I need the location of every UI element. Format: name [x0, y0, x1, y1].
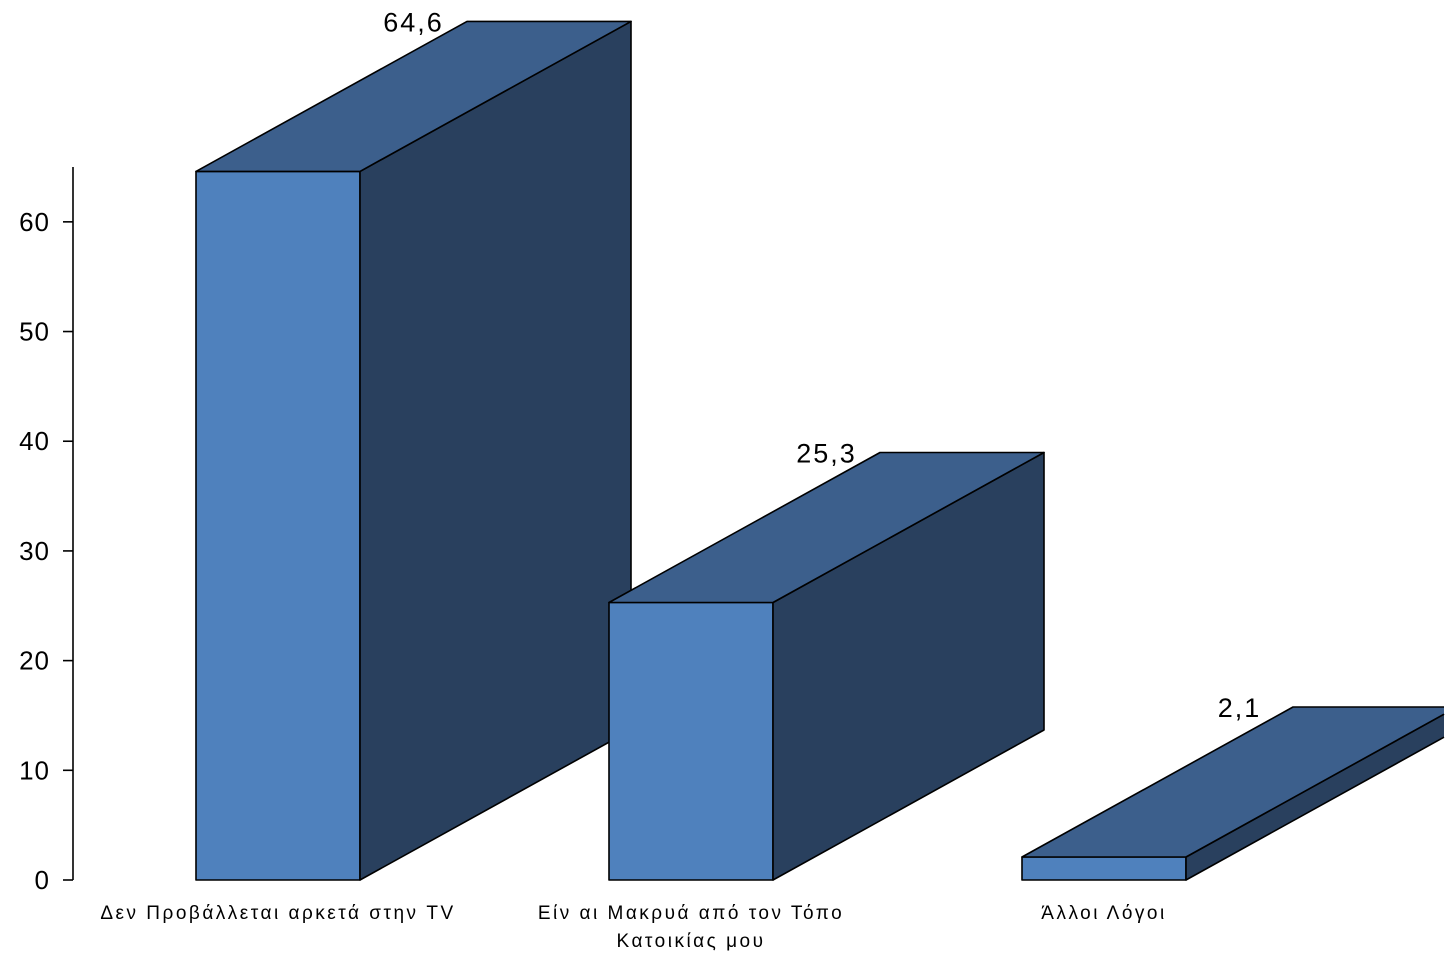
y-tick-label: 0: [35, 865, 50, 895]
bar: [1021, 706, 1445, 881]
data-label: 2,1: [1218, 693, 1262, 723]
data-label: 64,6: [383, 7, 444, 37]
bars: [195, 20, 1445, 881]
y-tick-label: 20: [19, 646, 50, 676]
y-tick-label: 30: [19, 536, 50, 566]
y-tick-label: 60: [19, 207, 50, 237]
y-tick-label: 10: [19, 755, 50, 785]
bar-front-face: [1021, 856, 1187, 881]
bar-top-face: [1021, 706, 1445, 858]
data-label: 25,3: [796, 438, 857, 468]
y-tick-label: 40: [19, 426, 50, 456]
bar: [608, 451, 1045, 881]
data-labels: 64,6 25,3 2,1: [383, 7, 1262, 723]
bar-top-face: [608, 451, 1045, 604]
bar: [195, 20, 632, 881]
bar-side-face: [359, 20, 632, 881]
bar-top-face: [195, 20, 632, 173]
y-tick-label: 50: [19, 317, 50, 347]
bar-front-face: [195, 170, 361, 881]
bar-front-face: [608, 601, 774, 881]
y-axis: 0 10 20 30 40 50 60: [19, 167, 74, 895]
